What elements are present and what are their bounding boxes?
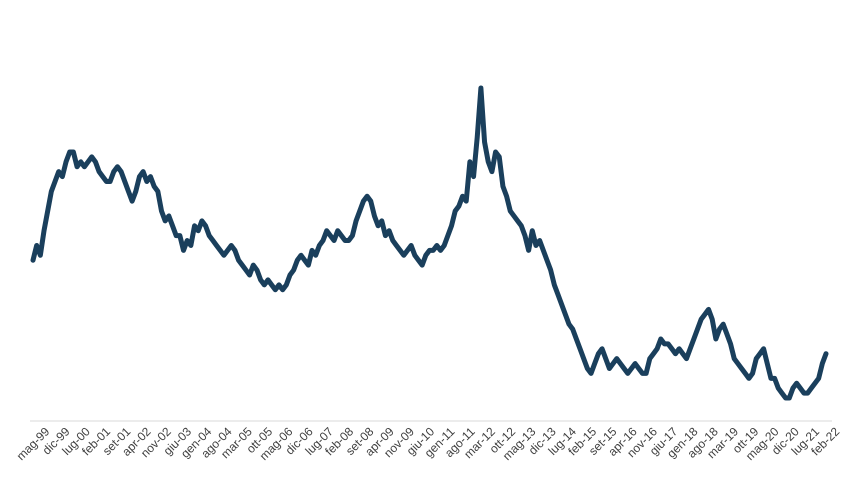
- plot-line-layer: [30, 85, 829, 401]
- series-line: [30, 85, 829, 401]
- x-tick-labels: mag-99dic-99lug-00feb-01set-01apr-02nov-…: [14, 424, 843, 463]
